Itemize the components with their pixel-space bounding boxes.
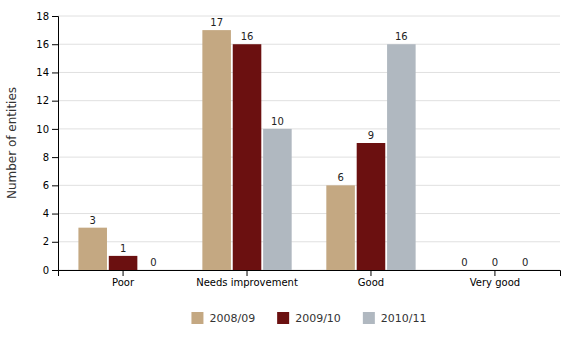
bar-series [78,30,354,270]
y-tick-label: 16 [36,39,49,50]
bar [387,44,416,270]
x-tick-mark [247,270,248,276]
y-tick-label: 6 [43,180,49,191]
y-tick-label: 10 [36,124,49,135]
data-label: 1 [120,243,126,254]
grid [58,16,560,270]
y-tick-label: 0 [43,265,49,276]
grid-line [58,185,560,186]
x-axis: Poor Needs improvement Good Very good [59,270,561,288]
y-tick-mark [52,185,58,186]
bar-series [263,44,416,270]
plot-area: 024681012141618PoorNeeds improvementGood… [5,11,561,288]
chart-svg: 024681012141618PoorNeeds improvementGood… [0,0,576,350]
y-axis-title: Number of entities [5,87,19,199]
bar [481,270,510,271]
data-label: 16 [241,31,254,42]
bar [139,270,168,271]
chart-container: 024681012141618PoorNeeds improvementGood… [0,0,576,350]
y-tick-mark [52,44,58,45]
y-tick-label: 14 [36,67,49,78]
y-tick: 10 [36,124,58,135]
y-tick: 4 [43,208,58,219]
data-label: 10 [271,116,284,127]
y-tick: 18 [36,11,58,22]
y-tick: 16 [36,39,58,50]
legend-label: 2008/09 [209,312,255,325]
y-tick: 0 [43,265,58,276]
legend-item: 2008/09 [191,312,255,325]
axis-line [59,271,561,277]
y-tick: 8 [43,152,58,163]
bar [263,129,292,270]
y-tick: 12 [36,95,58,106]
data-label: 17 [210,17,223,28]
y-tick-mark [52,72,58,73]
grid-line [58,72,560,73]
y-tick-label: 18 [36,11,49,22]
legend: 2008/09 2009/10 2010/11 [191,312,426,325]
bar [326,185,355,270]
grid-line [58,16,560,17]
data-labels: 3 17 6 0 1 16 9 0 0 10 16 0 [90,17,529,268]
y-axis: 0 2 4 6 8 10 12 14 16 18 [36,11,58,276]
x-tick: Good [358,270,384,288]
x-tick: Very good [470,270,520,288]
grid-line [58,44,560,45]
y-tick: 6 [43,180,58,191]
y-tick-mark [52,157,58,158]
bar [357,143,386,270]
legend-label: 2009/10 [295,312,341,325]
axis-line [52,17,59,271]
y-tick-mark [52,129,58,130]
x-tick-label: Poor [112,277,135,288]
legend-label: 2010/11 [381,312,427,325]
data-label: 3 [90,215,96,226]
bar [450,270,479,271]
y-tick-label: 12 [36,95,49,106]
data-label: 0 [522,257,528,268]
bar [78,228,107,270]
y-tick: 2 [43,236,58,247]
bar [511,270,540,271]
grid-line [58,100,560,101]
grid-line [58,241,560,242]
bar [109,256,138,270]
data-label: 16 [395,31,408,42]
grid-line [58,213,560,214]
y-tick: 14 [36,67,58,78]
x-tick: Needs improvement [196,270,298,288]
data-label: 0 [461,257,467,268]
bars [78,30,415,270]
legend-swatch [277,312,289,324]
x-tick-mark [123,270,124,276]
legend-item: 2010/11 [363,312,427,325]
x-tick-label: Very good [470,277,520,288]
data-label: 9 [368,130,374,141]
x-tick-label: Good [358,277,384,288]
y-tick-label: 8 [43,152,49,163]
bar [202,30,231,270]
y-tick-mark [52,101,58,102]
grid-line [58,128,560,129]
x-tick-mark [370,270,371,276]
y-tick-mark [52,214,58,215]
x-tick-mark [494,270,495,276]
y-tick-mark [52,270,58,271]
y-tick-label: 4 [43,208,49,219]
legend-swatch [363,312,375,324]
data-label: 0 [150,257,156,268]
x-tick: Poor [112,270,135,288]
x-tick-label: Needs improvement [196,277,298,288]
y-tick-label: 2 [43,236,49,247]
data-label: 0 [492,257,498,268]
bar-series [109,44,385,270]
y-tick-mark [52,242,58,243]
y-tick-mark [52,16,58,17]
bar [233,44,262,270]
grid-line [58,157,560,158]
data-label: 6 [337,172,343,183]
legend-swatch [191,312,203,324]
legend-item: 2009/10 [277,312,341,325]
